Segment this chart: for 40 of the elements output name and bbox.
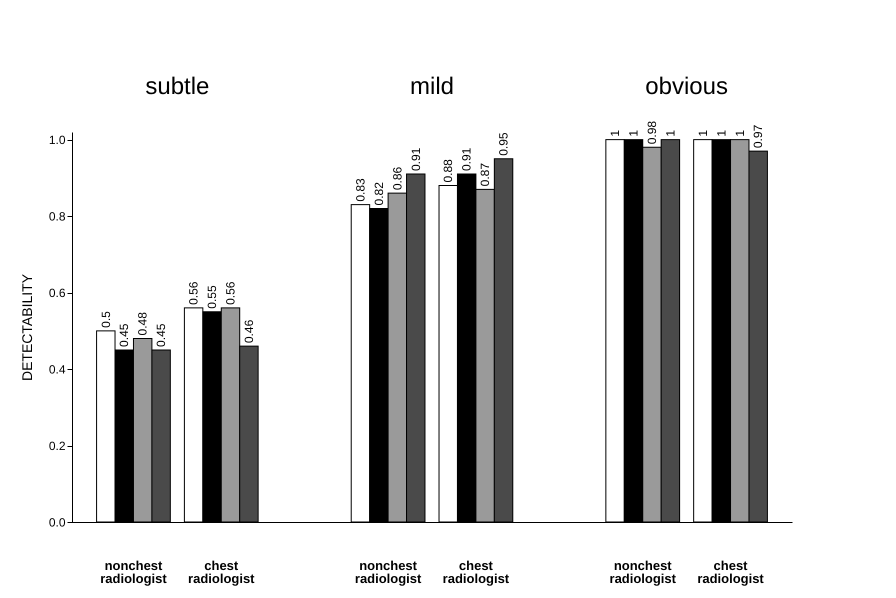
data-label: 1 [663, 130, 678, 137]
data-label: 0.5 [98, 310, 113, 328]
data-label: 0.97 [751, 124, 766, 148]
data-label: 0.83 [353, 178, 368, 202]
data-label: 0.56 [186, 281, 201, 305]
data-label: 0.95 [496, 132, 511, 156]
x-tick-label: nonchest radiologist [610, 558, 677, 586]
data-label: 0.46 [242, 319, 256, 344]
data-label: 1 [696, 130, 710, 137]
y-tick-label: 0.6 [48, 286, 66, 300]
y-tick-label: 0.0 [48, 516, 66, 530]
data-label: 1 [626, 130, 641, 137]
data-label: 0.91 [460, 147, 474, 172]
data-label: 0.45 [154, 323, 168, 347]
x-tick-label: chest radiologist [188, 558, 256, 586]
data-label: 0.82 [372, 182, 386, 206]
data-label: 0.91 [408, 147, 423, 172]
text: subtle [145, 73, 210, 100]
x-tick-label: chest radiologist [697, 558, 764, 586]
y-tick-label: 0.2 [48, 439, 66, 454]
x-tick-label: chest radiologist [442, 558, 510, 586]
text: mild [410, 73, 454, 100]
x-tick-label: nonchest radiologist [354, 558, 422, 586]
data-label: 0.56 [223, 281, 238, 305]
data-label: 0.55 [205, 285, 220, 309]
data-label: 0.88 [441, 158, 456, 183]
data-label: 0.87 [478, 162, 492, 186]
y-tick-label: 0.4 [48, 362, 66, 377]
y-tick-label: 1.0 [48, 133, 66, 148]
data-label: 1 [608, 130, 622, 137]
data-label: 0.48 [136, 312, 150, 336]
data-label: 0.45 [117, 323, 132, 347]
text: obvious [645, 73, 728, 100]
data-label: 0.98 [644, 120, 659, 144]
data-label: 0.86 [390, 166, 404, 190]
data-label: 1 [732, 130, 747, 137]
data-label: 1 [714, 130, 728, 137]
y-axis-title: DETECTABILITY [18, 273, 35, 382]
x-tick-label: nonchest radiologist [100, 558, 168, 586]
y-tick-label: 0.8 [48, 210, 66, 224]
